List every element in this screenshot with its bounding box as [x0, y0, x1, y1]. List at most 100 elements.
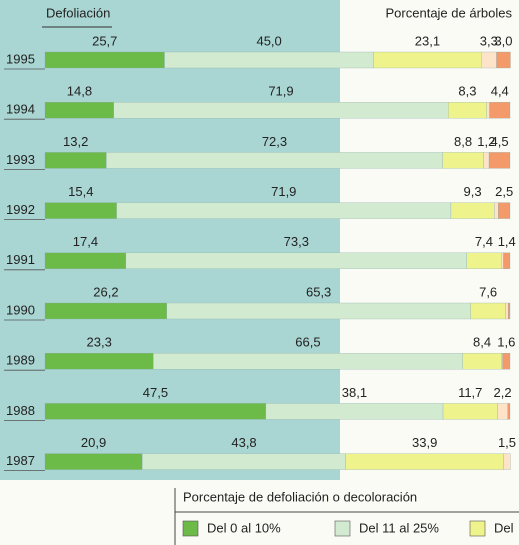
data-label: 3,3: [480, 33, 498, 48]
bar-segment: [44, 453, 143, 470]
bar-segment: [503, 252, 511, 269]
bar-segment: [497, 403, 508, 420]
data-label: 17,4: [73, 234, 98, 249]
data-label: 8,4: [473, 335, 491, 350]
data-label: 14,8: [67, 84, 92, 99]
bar-segment: [164, 51, 374, 69]
bar-segment: [498, 202, 511, 219]
y-tick-label: 1991: [6, 252, 35, 267]
data-label: 73,3: [284, 234, 309, 249]
data-label: 7,6: [479, 284, 497, 299]
data-label: 7,4: [475, 234, 493, 249]
bar-segment: [265, 403, 444, 420]
bar-segment: [373, 51, 482, 69]
data-label: 3,0: [494, 33, 512, 48]
data-label: 23,1: [415, 33, 440, 48]
legend-title: Porcentaje de defoliación o decoloración: [183, 489, 417, 504]
legend-label: Del 0 al 10%: [207, 520, 281, 535]
bar-segment: [442, 152, 484, 169]
bar-segment: [481, 51, 497, 69]
bar-segment: [442, 403, 498, 420]
bar-segment: [448, 102, 487, 119]
data-label: 1,5: [498, 435, 516, 450]
bar-segment: [166, 302, 471, 320]
background-panel: [0, 0, 340, 480]
bar-segment: [116, 202, 452, 219]
chart-title: Defoliación: [46, 5, 110, 20]
bar-segment: [501, 252, 504, 269]
y-tick-label: 1989: [6, 353, 35, 368]
y-tick-label: 1993: [6, 152, 35, 167]
bar-segment: [494, 202, 499, 219]
data-label: 47,5: [143, 385, 168, 400]
data-label: 26,2: [93, 284, 118, 299]
bar-segment: [489, 102, 511, 119]
bar-segment: [345, 453, 504, 470]
bar-segment: [153, 353, 463, 370]
bar-segment: [44, 252, 127, 269]
data-label: 33,9: [412, 435, 437, 450]
bar-segment: [486, 102, 490, 119]
bar-segment: [142, 453, 347, 470]
data-label: 9,3: [464, 184, 482, 199]
chart-subtitle: Porcentaje de árboles: [386, 5, 513, 20]
bar-segment: [44, 353, 154, 370]
bar-segment: [470, 302, 506, 320]
data-label: 66,5: [295, 335, 320, 350]
bar-segment: [450, 202, 495, 219]
data-label: 2,2: [494, 385, 512, 400]
bar-segment: [503, 453, 511, 470]
bar-segment: [505, 302, 509, 320]
data-label: 38,1: [342, 385, 367, 400]
y-tick-label: 1988: [6, 403, 35, 418]
data-label: 1,4: [498, 234, 516, 249]
bar-segment: [44, 152, 107, 169]
y-tick-label: 1987: [6, 453, 35, 468]
legend-swatch: [182, 520, 199, 537]
bar-segment: [502, 353, 511, 370]
bar-segment: [106, 152, 443, 169]
data-label: 4,5: [490, 134, 508, 149]
bar-segment: [462, 353, 502, 370]
data-label: 13,2: [63, 134, 88, 149]
bar-segment: [44, 202, 117, 219]
bar-segment: [44, 102, 114, 119]
data-label: 43,8: [231, 435, 256, 450]
data-label: 15,4: [68, 184, 93, 199]
data-label: 71,9: [268, 84, 293, 99]
data-label: 11,7: [458, 385, 482, 400]
data-label: 4,4: [491, 84, 509, 99]
data-label: 8,3: [458, 84, 476, 99]
legend-swatch: [469, 520, 486, 537]
y-tick-label: 1994: [6, 102, 35, 117]
legend-swatch: [334, 520, 351, 537]
data-label: 45,0: [256, 33, 281, 48]
y-tick-label: 1995: [6, 51, 35, 66]
bar-segment: [44, 302, 167, 320]
data-label: 71,9: [271, 184, 296, 199]
data-label: 72,3: [262, 134, 287, 149]
bar-segment: [496, 51, 511, 69]
bar-segment: [507, 302, 511, 320]
data-label: 25,7: [92, 33, 117, 48]
data-label: 1,6: [497, 335, 515, 350]
bar-segment: [44, 403, 267, 420]
y-tick-label: 1992: [6, 202, 35, 217]
data-label: 65,3: [306, 284, 331, 299]
data-label: 20,9: [81, 435, 106, 450]
bar-segment: [125, 252, 467, 269]
y-tick-label: 1990: [6, 302, 35, 317]
bar-segment: [44, 51, 165, 69]
legend-label: Del: [494, 520, 514, 535]
bar-segment: [113, 102, 449, 119]
bar-segment: [483, 152, 490, 169]
bar-segment: [507, 403, 511, 420]
data-label: 1,2: [477, 134, 495, 149]
bar-segment: [466, 252, 502, 269]
bar-segment: [488, 152, 511, 169]
data-label: 8,8: [454, 134, 472, 149]
legend-label: Del 11 al 25%: [359, 520, 439, 535]
data-label: 2,5: [495, 184, 513, 199]
data-label: 23,3: [87, 335, 112, 350]
